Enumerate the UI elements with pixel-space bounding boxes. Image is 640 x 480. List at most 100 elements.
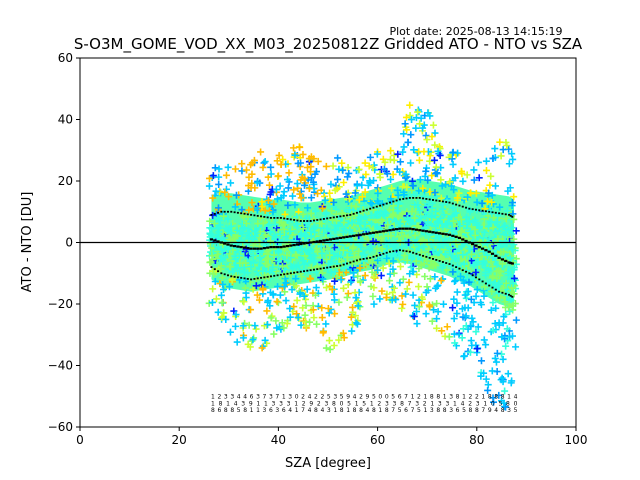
scatter-marker (210, 220, 218, 228)
scatter-marker (215, 180, 223, 188)
count-label: 8 (494, 394, 498, 401)
scatter-marker (352, 319, 360, 327)
scatter-marker (405, 278, 413, 286)
count-label: 6 (456, 407, 460, 414)
series-point-lower (256, 277, 259, 280)
series-point-upper (435, 199, 438, 202)
scatter-marker (383, 170, 391, 178)
series-point-lower (484, 282, 487, 285)
scatter-marker (440, 211, 448, 219)
series-point-upper (243, 212, 246, 215)
count-label: 8 (430, 394, 434, 401)
series-point-upper (484, 210, 487, 213)
scatter-marker (497, 152, 505, 160)
series-point-lower (408, 250, 411, 253)
count-label: 9 (309, 400, 313, 407)
series-point-upper (250, 213, 253, 216)
series-point-upper (220, 210, 223, 213)
y-tick-label: −20 (48, 297, 73, 311)
scatter-marker (224, 163, 232, 171)
series-point-upper (471, 208, 474, 211)
scatter-marker (274, 247, 282, 255)
scatter-marker (484, 222, 492, 230)
count-label: 4 (243, 394, 247, 401)
series-point-median (246, 247, 250, 250)
scatter-marker (472, 292, 480, 300)
series-point-lower (455, 266, 458, 268)
scatter-marker (263, 307, 271, 315)
scatter-marker (381, 239, 389, 247)
scatter-marker (471, 231, 479, 239)
scatter-marker (499, 355, 507, 363)
scatter-marker (502, 342, 510, 350)
count-label: 1 (430, 400, 434, 407)
count-label: 5 (372, 394, 376, 401)
scatter-marker (489, 263, 497, 271)
scatter-marker (413, 320, 421, 328)
series-point-lower (478, 278, 481, 281)
count-label: 2 (359, 394, 363, 401)
scatter-marker (384, 232, 392, 240)
scatter-marker (501, 387, 509, 395)
scatter-marker (349, 243, 357, 251)
series-point-upper (461, 205, 464, 208)
scatter-marker (358, 193, 366, 201)
scatter-marker (453, 310, 461, 318)
series-point-median (464, 239, 468, 243)
series-point-median (509, 261, 513, 265)
scatter-marker (208, 225, 216, 233)
series-point-upper (329, 217, 332, 219)
scatter-marker (259, 284, 267, 292)
scatter-marker (403, 256, 411, 264)
scatter-marker (415, 156, 423, 164)
scatter-marker (340, 334, 348, 342)
scatter-marker (399, 300, 407, 308)
scatter-marker (279, 192, 287, 200)
series-point-median (480, 247, 485, 250)
scatter-marker (310, 251, 318, 259)
count-label: 6 (282, 407, 286, 414)
scatter-marker (433, 300, 441, 308)
scatter-marker (277, 231, 285, 239)
scatter-marker (253, 204, 261, 212)
scatter-marker (449, 160, 457, 168)
count-label: 8 (314, 407, 318, 414)
scatter-marker (470, 166, 478, 174)
scatter-marker (434, 218, 442, 226)
scatter-marker (436, 243, 444, 251)
x-tick-label: 20 (172, 433, 187, 447)
count-label: 1 (483, 400, 487, 407)
count-label: 4 (461, 400, 465, 407)
scatter-marker (460, 276, 468, 284)
scatter-marker (333, 217, 341, 225)
scatter-marker (227, 222, 235, 230)
scatter-marker (323, 255, 331, 263)
series-point-median (216, 240, 220, 243)
x-tick-label: 60 (370, 433, 385, 447)
series-point-median (507, 261, 511, 264)
count-label: 8 (385, 407, 389, 414)
scatter-marker (355, 165, 363, 173)
scatter-marker (296, 143, 304, 151)
scatter-marker (512, 316, 520, 324)
scatter-marker (290, 303, 298, 311)
scatter-marker (470, 176, 478, 184)
scatter-marker (272, 317, 280, 325)
scatter-marker (266, 228, 274, 236)
scatter-marker (325, 239, 333, 247)
scatter-marker (236, 259, 244, 267)
series-point-upper (322, 218, 325, 220)
scatter-marker (474, 323, 482, 331)
scatter-marker (218, 314, 226, 322)
scatter-marker (240, 264, 248, 272)
scatter-marker (475, 174, 483, 182)
scatter-marker (210, 270, 218, 278)
series-point-median (345, 235, 349, 238)
scatter-marker (270, 251, 278, 259)
scatter-marker (253, 291, 261, 299)
scatter-marker (311, 228, 319, 236)
series-point-upper (332, 216, 335, 219)
scatter-marker (505, 145, 513, 153)
scatter-marker (361, 225, 369, 233)
scatter-marker (322, 320, 330, 328)
